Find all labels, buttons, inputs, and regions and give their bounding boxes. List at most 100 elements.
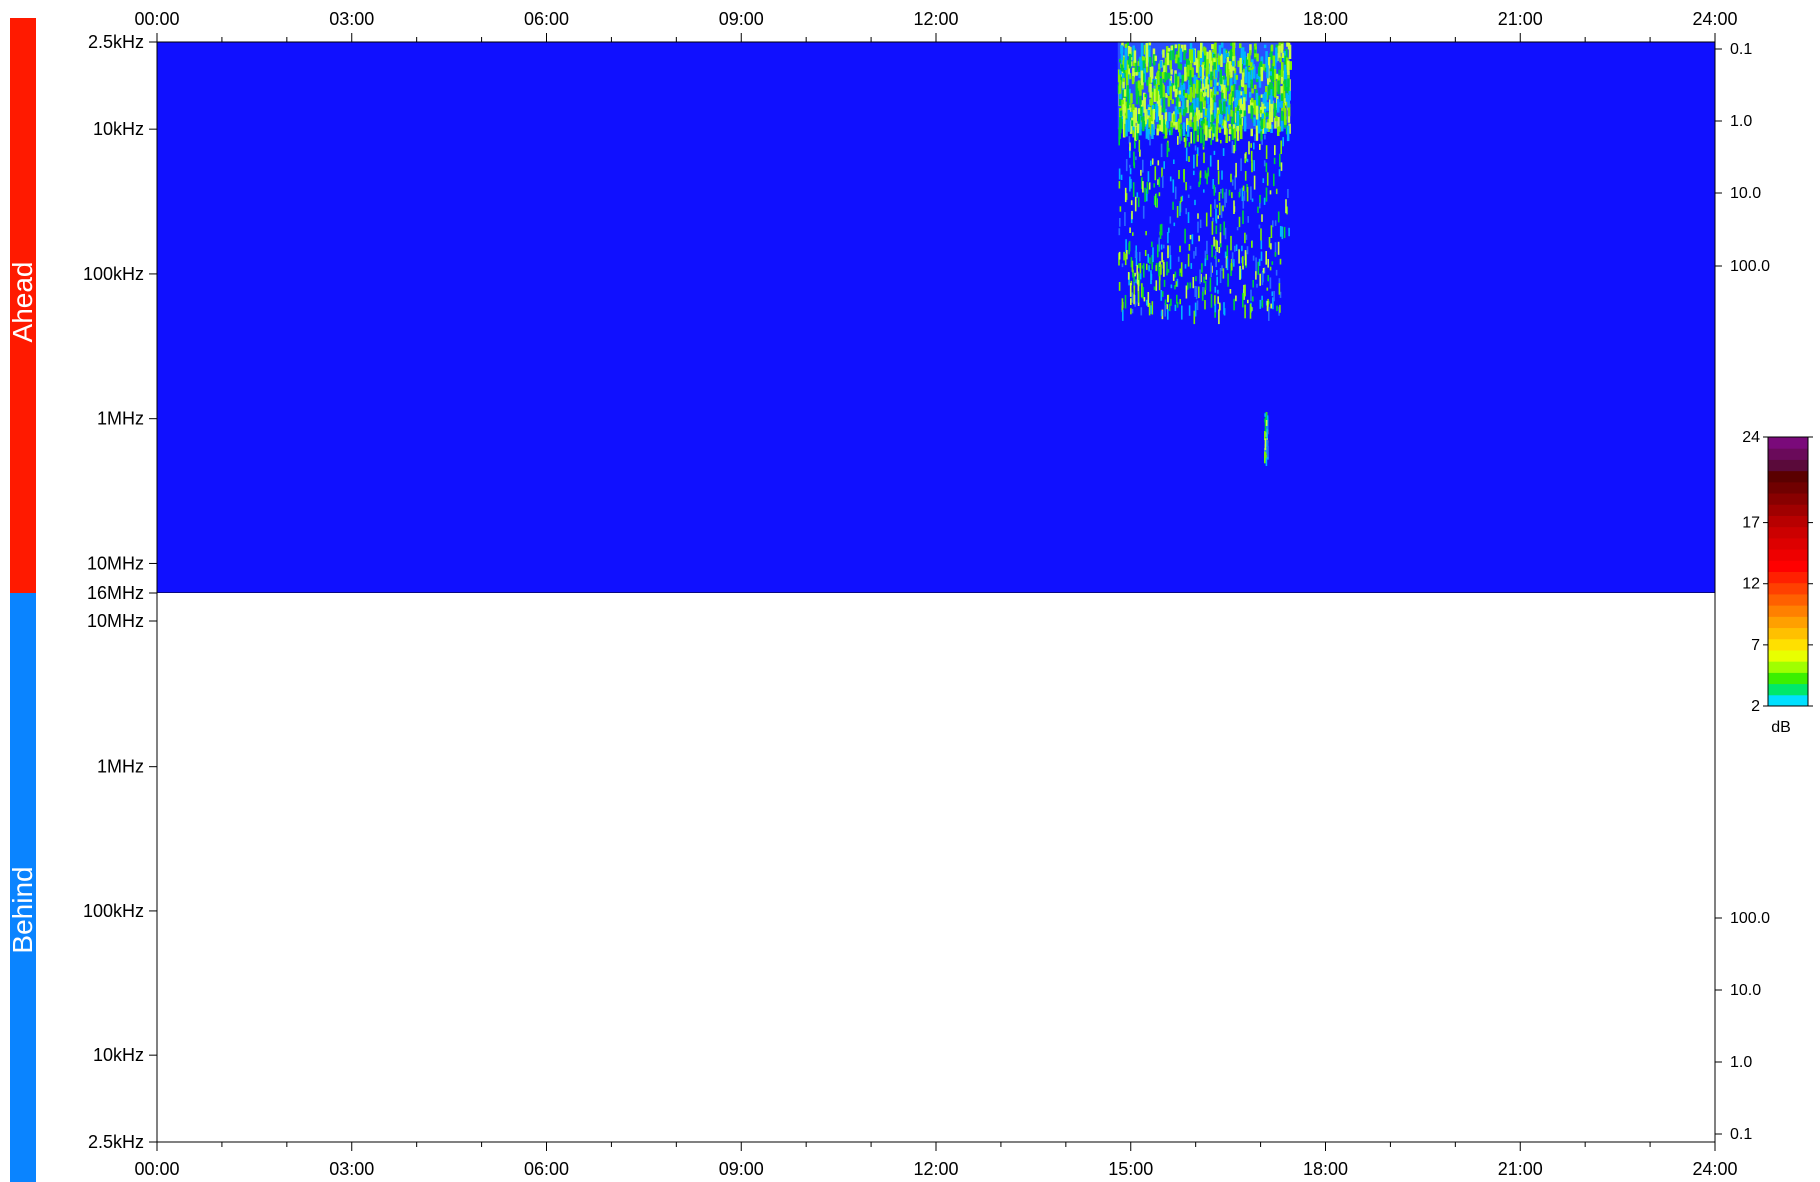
activity-streak <box>1225 252 1227 258</box>
activity-streak <box>1229 136 1231 142</box>
activity-streak <box>1279 305 1281 313</box>
activity-streak <box>1212 125 1215 134</box>
activity-streak <box>1194 286 1196 297</box>
activity-streak <box>1199 270 1201 284</box>
activity-streak <box>1227 258 1229 270</box>
activity-streak <box>1250 143 1252 148</box>
activity-streak <box>1145 231 1147 235</box>
activity-streak <box>1200 220 1202 228</box>
activity-streak <box>1262 114 1265 119</box>
activity-streak <box>1156 129 1159 136</box>
activity-streak <box>1249 67 1252 70</box>
activity-streak <box>1187 125 1190 137</box>
activity-streak <box>1216 270 1218 275</box>
activity-streak <box>1193 84 1196 98</box>
activity-streak <box>1242 293 1244 307</box>
activity-streak <box>1212 133 1214 139</box>
activity-streak <box>1287 95 1290 108</box>
colorbar-tick-label: 24 <box>1742 429 1760 446</box>
activity-streak <box>1188 156 1190 162</box>
activity-streak <box>1172 99 1175 104</box>
activity-streak <box>1155 56 1158 61</box>
activity-streak <box>1278 46 1281 58</box>
activity-streak <box>1276 74 1279 79</box>
activity-streak <box>1171 46 1174 51</box>
activity-streak <box>1159 276 1161 290</box>
activity-streak <box>1219 303 1221 311</box>
x-tick-label-bottom: 03:00 <box>329 1159 374 1179</box>
colorbar-unit-label: dB <box>1771 719 1791 736</box>
activity-streak <box>1260 228 1262 240</box>
activity-streak <box>1237 125 1240 141</box>
activity-streak <box>1123 252 1125 261</box>
activity-streak <box>1167 309 1169 320</box>
activity-streak <box>1119 282 1121 291</box>
activity-streak <box>1173 274 1175 281</box>
activity-streak <box>1191 67 1194 77</box>
activity-streak <box>1118 136 1120 145</box>
activity-streak <box>1222 206 1224 212</box>
activity-streak <box>1272 220 1274 227</box>
x-tick-label-top: 09:00 <box>719 9 764 29</box>
activity-streak <box>1135 72 1138 76</box>
activity-streak <box>1226 189 1228 203</box>
colorbar-segment <box>1768 650 1808 662</box>
activity-streak <box>1245 253 1247 266</box>
activity-streak <box>1238 249 1240 263</box>
activity-streak <box>1190 282 1192 288</box>
activity-streak <box>1141 71 1144 84</box>
activity-streak <box>1223 76 1226 80</box>
x-tick-label-top: 15:00 <box>1108 9 1153 29</box>
activity-streak <box>1203 189 1205 192</box>
activity-streak <box>1233 200 1235 214</box>
activity-streak <box>1211 92 1214 98</box>
activity-streak <box>1244 116 1247 131</box>
activity-streak <box>1232 61 1235 66</box>
activity-streak <box>1183 83 1186 90</box>
activity-streak <box>1210 155 1212 166</box>
colorbar-segment <box>1768 437 1808 449</box>
activity-streak <box>1260 67 1263 75</box>
activity-streak <box>1244 154 1246 160</box>
activity-streak <box>1261 214 1263 222</box>
activity-streak <box>1148 110 1151 116</box>
activity-streak <box>1214 199 1216 204</box>
activity-streak <box>1130 308 1132 314</box>
activity-streak <box>1126 69 1129 86</box>
activity-streak <box>1121 175 1123 180</box>
activity-streak <box>1266 112 1269 116</box>
activity-streak <box>1173 179 1175 192</box>
activity-streak <box>1170 299 1172 306</box>
activity-streak <box>1242 256 1244 266</box>
activity-streak <box>1120 206 1122 211</box>
activity-streak <box>1138 113 1141 124</box>
activity-streak <box>1259 274 1261 286</box>
behind-right-label: 10.0 <box>1730 982 1761 999</box>
activity-streak <box>1210 140 1212 145</box>
activity-streak <box>1125 188 1127 202</box>
activity-streak <box>1149 42 1152 45</box>
activity-streak <box>1247 216 1249 223</box>
activity-streak <box>1119 252 1121 260</box>
activity-streak <box>1206 241 1208 254</box>
activity-streak <box>1267 172 1269 185</box>
activity-streak <box>1236 90 1239 105</box>
activity-streak <box>1149 303 1151 315</box>
activity-streak <box>1186 286 1188 299</box>
activity-streak <box>1127 93 1130 108</box>
activity-streak <box>1220 243 1222 247</box>
activity-streak <box>1219 45 1222 55</box>
activity-streak <box>1196 286 1198 299</box>
activity-streak <box>1153 109 1156 120</box>
activity-streak <box>1169 130 1171 135</box>
activity-streak <box>1152 247 1154 262</box>
colorbar-segment <box>1768 504 1808 516</box>
activity-streak <box>1271 225 1273 238</box>
activity-streak <box>1154 287 1156 291</box>
activity-streak <box>1121 45 1124 60</box>
activity-streak <box>1253 256 1255 261</box>
activity-streak <box>1279 169 1281 176</box>
activity-streak <box>1136 88 1139 104</box>
activity-streak <box>1215 240 1217 250</box>
activity-streak <box>1167 86 1170 95</box>
